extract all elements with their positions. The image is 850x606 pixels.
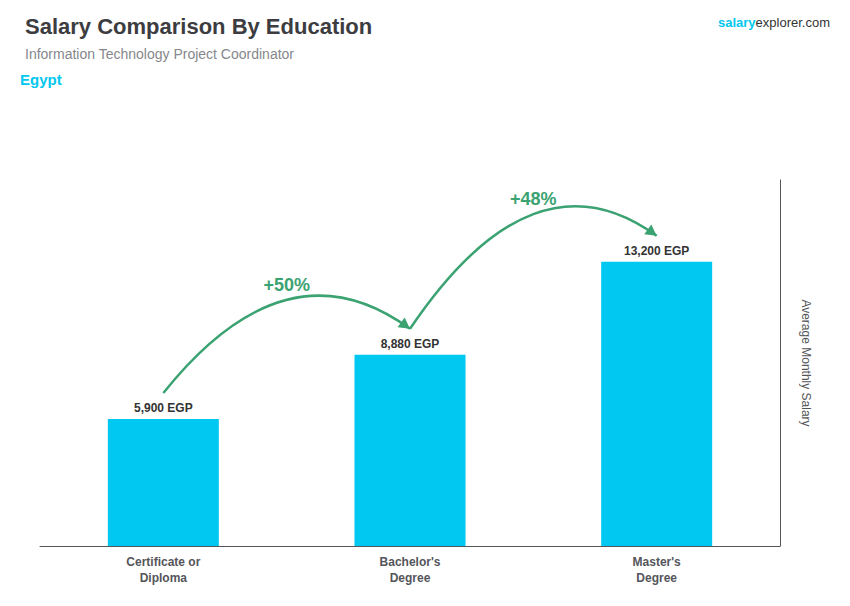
svg-text:+48%: +48% <box>510 189 557 209</box>
svg-text:Salary Comparison By Education: Salary Comparison By Education <box>25 14 372 39</box>
svg-text:13,200 EGP: 13,200 EGP <box>624 244 689 258</box>
svg-text:Certificate or: Certificate or <box>126 555 200 569</box>
svg-text:Egypt: Egypt <box>20 71 62 88</box>
svg-text:explorer.com: explorer.com <box>756 15 830 30</box>
svg-text:8,880 EGP: 8,880 EGP <box>381 337 440 351</box>
svg-text:Degree: Degree <box>390 571 431 585</box>
svg-text:+50%: +50% <box>263 275 310 295</box>
svg-text:5,900 EGP: 5,900 EGP <box>134 401 193 415</box>
svg-text:Diploma: Diploma <box>140 571 188 585</box>
svg-text:Information Technology Project: Information Technology Project Coordinat… <box>25 46 294 62</box>
svg-text:Degree: Degree <box>636 571 677 585</box>
svg-text:Bachelor's: Bachelor's <box>380 555 441 569</box>
svg-text:Master's: Master's <box>633 555 682 569</box>
svg-text:Average Monthly Salary: Average Monthly Salary <box>799 299 813 426</box>
svg-text:salary: salary <box>718 15 756 30</box>
